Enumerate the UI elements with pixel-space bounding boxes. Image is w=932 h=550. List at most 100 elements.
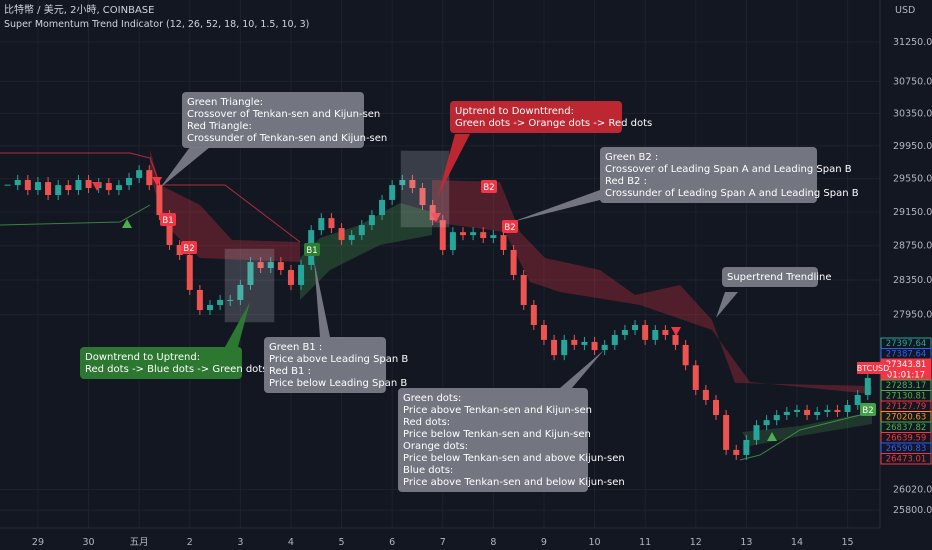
candle (854, 394, 861, 405)
callout-text: Crossover of Leading Span A and Leading … (605, 164, 852, 175)
candle (217, 299, 224, 305)
x-tick-label: 五月 (130, 537, 149, 548)
callout-text: Price above Leading Span B (269, 354, 408, 365)
candle (55, 185, 62, 196)
candle (733, 449, 740, 455)
candle (237, 284, 244, 300)
callout-text: Price below Leading Span B (269, 378, 407, 389)
candle (65, 185, 72, 191)
candle (338, 228, 345, 240)
candle (207, 304, 213, 311)
candle (682, 344, 689, 366)
callout-text: Red dots -> Blue dots -> Green dots (85, 364, 267, 375)
candle (24, 179, 31, 191)
callout-text: Red Triangle: (187, 121, 252, 132)
candle (824, 409, 831, 412)
candle (783, 411, 790, 416)
signal-tag (481, 180, 497, 193)
candle (156, 185, 163, 216)
callout-text: Green Triangle: (187, 97, 263, 108)
candle (348, 235, 355, 240)
callout-text: Supertrend Trendline (727, 272, 832, 283)
candle (814, 411, 821, 416)
callout-text: Price below Tenkan-sen and Kijun-sen (403, 429, 591, 440)
signal-label: B1 (306, 246, 317, 256)
candle (480, 232, 487, 239)
candle (85, 179, 92, 189)
supertrend (0, 152, 301, 243)
x-tick-label: 7 (440, 537, 446, 548)
signal-label: B2 (183, 244, 194, 254)
callout-text: Red dots: (403, 417, 450, 428)
candle (287, 269, 294, 285)
symbol-tag-label: BTCUSD (857, 364, 890, 373)
callout-box (182, 92, 364, 148)
candle (601, 344, 608, 351)
candle (227, 299, 234, 301)
candle (166, 215, 173, 245)
x-tick-label: 6 (389, 537, 395, 548)
y-tick-label: 27950.00 (893, 310, 932, 321)
supertrend (0, 204, 151, 226)
callout-text: Crossunder of Tenkan-sen and Kijun-sen (187, 133, 387, 144)
price-tag-label: 27127.79 (886, 402, 927, 412)
candle (328, 218, 335, 229)
callout-box (600, 147, 817, 203)
candle (510, 249, 517, 275)
price-tag-label: 27397.64 (886, 339, 927, 349)
candle (662, 330, 669, 335)
callout-box (398, 388, 588, 492)
candle (571, 339, 578, 345)
candle (500, 235, 507, 250)
candle (14, 179, 21, 186)
candle (844, 404, 851, 412)
x-tick-label: 5 (339, 537, 345, 548)
candle (4, 184, 11, 186)
candle (429, 205, 436, 221)
candle (773, 415, 780, 421)
callout-text: Green dots: (403, 393, 461, 404)
symbol-title: 比特幣 / 美元, 2小時, COINBASE (4, 3, 154, 16)
highlight-box (400, 150, 450, 228)
callout-text: Green dots -> Orange dots -> Red dots (455, 118, 652, 129)
signal-tag (304, 243, 320, 256)
callout-pointer (314, 260, 330, 337)
price-tag-label: 27283.17 (886, 381, 927, 391)
indicator-title: Super Momentum Trend Indicator (12, 26, … (4, 19, 309, 30)
x-tick-label: 4 (288, 537, 294, 548)
candle (702, 389, 709, 400)
candle (136, 170, 143, 178)
candle (247, 262, 254, 285)
x-tick-label: 30 (83, 537, 95, 548)
triangle (431, 213, 441, 222)
callout-text: Orange dots: (403, 441, 468, 452)
x-tick-label: 10 (589, 537, 601, 548)
candle (115, 185, 122, 191)
callout-pointer (716, 292, 738, 318)
candle (146, 170, 153, 186)
candle (611, 334, 618, 345)
callout-text: Red B1 : (269, 366, 311, 377)
candle (642, 325, 649, 340)
candle (530, 304, 537, 326)
x-tick-label: 14 (791, 537, 803, 548)
candle (277, 262, 284, 270)
candle (318, 218, 325, 231)
candle (793, 409, 800, 412)
candle (409, 179, 416, 189)
candle (834, 409, 841, 412)
candle (632, 325, 639, 331)
candle (692, 365, 699, 390)
candle (470, 232, 477, 236)
candle (298, 264, 305, 285)
y-tick-label: 30350.00 (893, 108, 932, 119)
callout-box (450, 101, 622, 133)
candle (551, 339, 558, 356)
callout-box (80, 347, 242, 379)
y-tick-label: 29150.00 (893, 207, 932, 218)
price-tag-label: 26590.83 (886, 444, 927, 454)
callout-pointer (512, 190, 600, 222)
y-tick-label: 30750.00 (893, 76, 932, 87)
signal-label: B2 (862, 406, 873, 416)
